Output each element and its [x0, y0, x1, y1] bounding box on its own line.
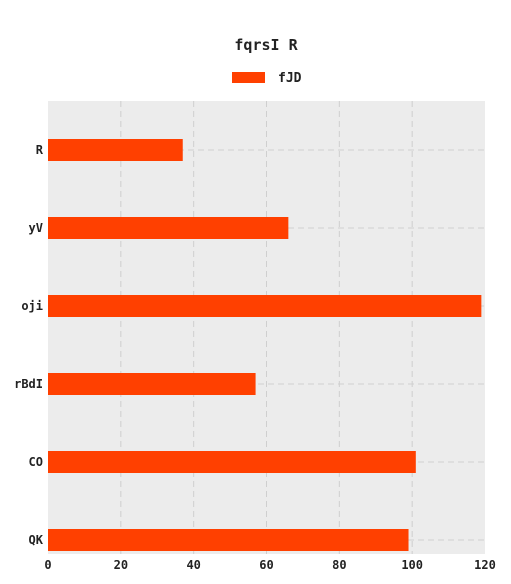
- y-tick-label-0: R: [36, 143, 44, 157]
- y-tick-label-2: oji: [21, 299, 43, 313]
- bar-QK: [48, 529, 409, 551]
- chart-title: fqrsI R: [234, 36, 298, 54]
- y-axis-tick-labels: RyV oji rBdI CO QK: [14, 143, 44, 547]
- y-tick-label-4: CO: [29, 455, 43, 469]
- bars: [48, 139, 482, 551]
- x-tick-label-1: 20: [114, 558, 128, 572]
- legend: fJD: [232, 71, 302, 86]
- y-tick-label-3: rBdI: [14, 377, 43, 391]
- bar-oji: [48, 295, 482, 317]
- legend-swatch: [232, 72, 265, 83]
- legend-label: fJD: [278, 71, 302, 86]
- bar-rBdI: [48, 373, 256, 395]
- y-tick-label-1: yV: [29, 221, 43, 235]
- x-axis-tick-labels: 0 20 40 60 80 100 120: [44, 558, 495, 572]
- x-tick-label-0: 0: [44, 558, 51, 572]
- x-tick-label-6: 120: [474, 558, 496, 572]
- y-tick-label-5: QK: [29, 533, 44, 547]
- x-tick-label-4: 80: [332, 558, 346, 572]
- x-tick-label-3: 60: [259, 558, 273, 572]
- x-tick-label-5: 100: [401, 558, 423, 572]
- bar-yV: [48, 217, 289, 239]
- bar-R: [48, 139, 183, 161]
- bar-CO: [48, 451, 416, 473]
- x-tick-label-2: 40: [186, 558, 200, 572]
